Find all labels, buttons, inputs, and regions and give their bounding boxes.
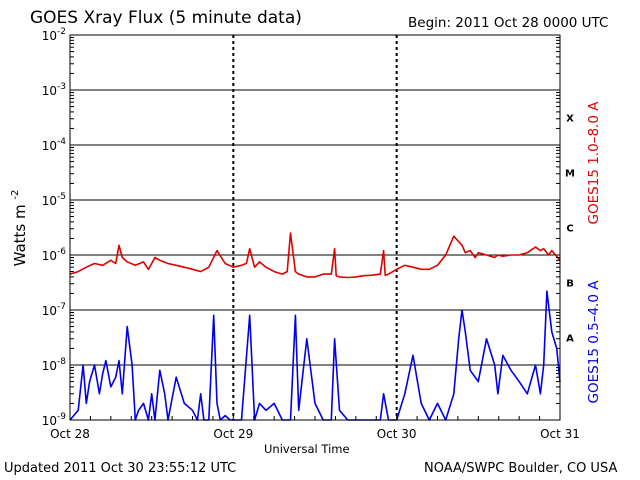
frame-layer [69, 34, 561, 421]
flare-class-label: X [566, 114, 574, 125]
chart-title: GOES Xray Flux (5 minute data) [30, 8, 302, 28]
legend-entry: GOES15 1.0–8.0 A [586, 101, 602, 225]
flare-class-label: A [566, 334, 574, 345]
y-axis-label: Watts m -2 [10, 190, 29, 267]
series-layer [69, 232, 561, 421]
y-tick-label: 10-3 [42, 82, 66, 98]
series-line [69, 290, 561, 421]
y-tick-label: 10-4 [42, 137, 67, 153]
series-line [69, 232, 561, 279]
flare-class-label: C [566, 224, 573, 235]
y-tick-label: 10-7 [42, 302, 66, 318]
x-tick-label: Oct 29 [213, 427, 253, 441]
y-tick-label: 10-5 [42, 192, 66, 208]
grid-layer [70, 35, 560, 420]
x-tick-label: Oct 31 [540, 427, 580, 441]
x-tick-label: Oct 30 [377, 427, 417, 441]
updated-timestamp: Updated 2011 Oct 30 23:55:12 UTC [4, 461, 237, 476]
credit-label: NOAA/SWPC Boulder, CO USA [424, 461, 618, 476]
x-tick-label: Oct 28 [50, 427, 90, 441]
y-tick-label: 10-9 [42, 412, 67, 428]
x-axis-label: Universal Time [264, 442, 350, 456]
flare-class-label: B [566, 279, 574, 290]
flare-class-label: M [565, 169, 575, 180]
y-tick-label: 10-8 [42, 357, 67, 373]
plot-frame [69, 34, 561, 421]
legend-entry: GOES15 0.5–4.0 A [586, 280, 602, 404]
begin-time-label: Begin: 2011 Oct 28 0000 UTC [408, 15, 609, 31]
y-tick-label: 10-2 [42, 27, 66, 43]
y-tick-label: 10-6 [42, 247, 67, 263]
